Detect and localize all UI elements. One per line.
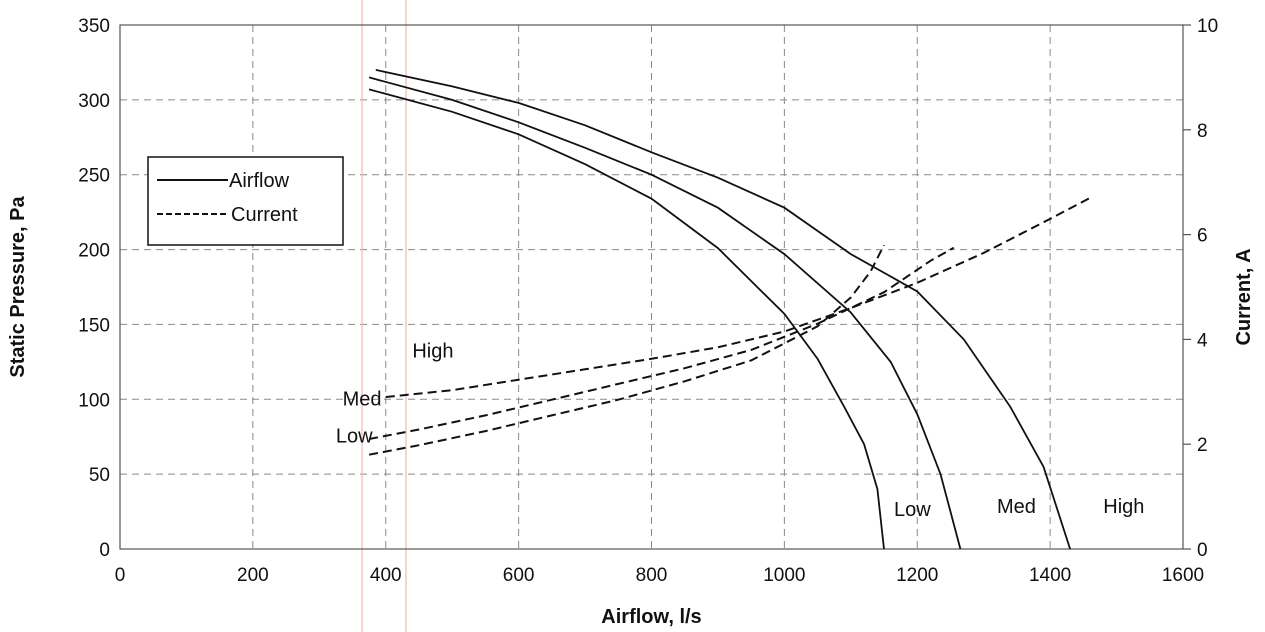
- current-curve: [368, 246, 955, 440]
- y2-axis-title: Current, A: [1233, 248, 1255, 345]
- x-axis-title: Airflow, l/s: [601, 606, 701, 628]
- x-tick-label: 200: [237, 565, 269, 586]
- y-tick-label: 200: [78, 241, 110, 262]
- current-curve: [385, 197, 1091, 398]
- y-tick-label: 0: [99, 540, 110, 561]
- y-tick-label: 150: [78, 315, 110, 336]
- gridlines: [120, 25, 1183, 549]
- x-tick-label: 600: [503, 565, 535, 586]
- y2-tick-label: 8: [1197, 121, 1208, 142]
- legend: Airflow Current: [147, 156, 344, 246]
- y-tick-label: 300: [78, 91, 110, 112]
- y-tick-label: 100: [78, 390, 110, 411]
- curve-label: Low: [894, 499, 931, 521]
- plot-frame: [119, 24, 1184, 550]
- curve-label: Med: [343, 388, 382, 410]
- curve-label: Low: [336, 426, 373, 448]
- scan-artifacts: [361, 0, 407, 632]
- x-tick-label: 400: [370, 565, 402, 586]
- airflow-curve: [375, 69, 1071, 550]
- y2-tick-label: 4: [1197, 330, 1208, 351]
- curve-label: High: [1103, 496, 1144, 518]
- curve-annotations: High Med Low Low Med High: [336, 340, 1144, 521]
- y2-tick-label: 0: [1197, 540, 1208, 561]
- legend-label-current: Current: [231, 204, 298, 226]
- y-tick-label: 350: [78, 16, 110, 37]
- y2-tick-label: 10: [1197, 16, 1218, 37]
- curve-label: Med: [997, 496, 1036, 518]
- current-curve: [368, 244, 885, 456]
- curve-label: High: [412, 340, 453, 362]
- legend-label-airflow: Airflow: [229, 170, 290, 192]
- series-lines: [368, 69, 1091, 550]
- y-axis-title: Static Pressure, Pa: [7, 196, 29, 378]
- y2-tick-label: 2: [1197, 435, 1208, 456]
- x-tick-label: 0: [115, 565, 126, 586]
- y2-tick-label: 6: [1197, 226, 1208, 247]
- airflow-curve: [368, 88, 885, 550]
- x-tick-label: 1400: [1029, 565, 1071, 586]
- y-tick-label: 50: [89, 465, 110, 486]
- x-tick-label: 1200: [896, 565, 938, 586]
- x-tick-label: 800: [636, 565, 668, 586]
- x-tick-label: 1600: [1162, 565, 1204, 586]
- y-tick-label: 250: [78, 166, 110, 187]
- tick-labels: 0 200 400 600 800 1000 1200 1400 160005010015020…: [78, 16, 1218, 586]
- airflow-curve: [368, 76, 962, 550]
- legend-box: [147, 156, 344, 246]
- x-tick-label: 1000: [763, 565, 805, 586]
